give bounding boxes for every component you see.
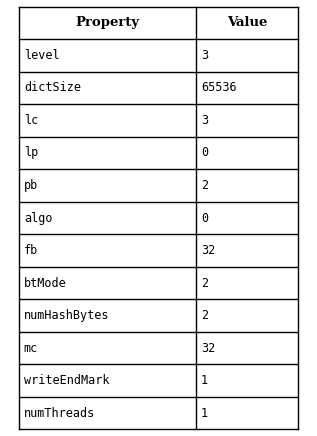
Text: mc: mc xyxy=(24,342,38,354)
Text: Property: Property xyxy=(75,16,140,29)
Text: numThreads: numThreads xyxy=(24,407,95,420)
Text: lc: lc xyxy=(24,114,38,127)
Text: 1: 1 xyxy=(201,374,208,387)
Text: dictSize: dictSize xyxy=(24,82,81,94)
Text: writeEndMark: writeEndMark xyxy=(24,374,109,387)
Text: fb: fb xyxy=(24,244,38,257)
Text: 1: 1 xyxy=(201,407,208,420)
Text: btMode: btMode xyxy=(24,276,67,290)
Text: 0: 0 xyxy=(201,146,208,160)
Text: numHashBytes: numHashBytes xyxy=(24,309,109,322)
Text: pb: pb xyxy=(24,179,38,192)
Text: 3: 3 xyxy=(201,49,208,62)
Text: 65536: 65536 xyxy=(201,82,236,94)
Text: 2: 2 xyxy=(201,276,208,290)
Text: lp: lp xyxy=(24,146,38,160)
Text: 2: 2 xyxy=(201,179,208,192)
Text: Value: Value xyxy=(227,16,267,29)
Text: algo: algo xyxy=(24,211,52,225)
Text: 0: 0 xyxy=(201,211,208,225)
Text: 3: 3 xyxy=(201,114,208,127)
Text: 2: 2 xyxy=(201,309,208,322)
Text: 32: 32 xyxy=(201,244,215,257)
Text: 32: 32 xyxy=(201,342,215,354)
Text: level: level xyxy=(24,49,59,62)
